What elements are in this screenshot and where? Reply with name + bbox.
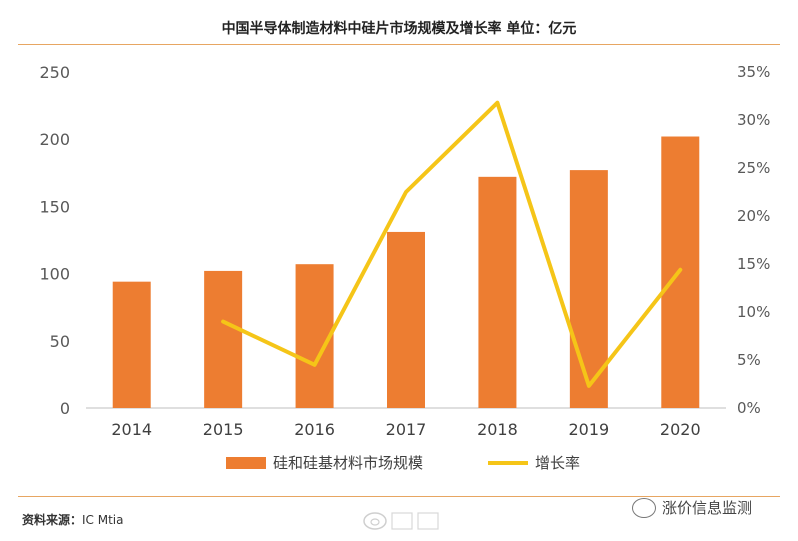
source-value: IC Mtia (82, 513, 124, 527)
left-axis: 0 50 100 150 200 250 (39, 63, 70, 418)
legend: 硅和硅基材料市场规模 增长率 (226, 454, 580, 472)
growth-rate-line (221, 100, 683, 388)
x-tick-label: 2018 (477, 420, 518, 439)
bar-2015 (204, 270, 243, 408)
right-tick-label: 10% (737, 303, 770, 321)
source-note: 资料来源：IC Mtia (22, 511, 124, 528)
right-tick-label: 35% (737, 63, 770, 81)
x-tick-label: 2014 (111, 420, 152, 439)
source-label: 资料来源： (22, 513, 83, 527)
x-tick-label: 2019 (568, 420, 609, 439)
legend-bar-swatch (226, 457, 266, 469)
right-axis: 0% 5% 10% 15% 20% 25% 30% 35% (737, 63, 770, 417)
bar-2018 (478, 176, 517, 408)
legend-line-label: 增长率 (535, 454, 580, 472)
right-tick-label: 5% (737, 351, 761, 369)
weibo-watermark-logo (363, 512, 439, 530)
x-tick-label: 2016 (294, 420, 335, 439)
right-tick-label: 20% (737, 207, 770, 225)
left-tick-label: 100 (39, 265, 70, 284)
left-tick-label: 150 (39, 197, 70, 216)
x-axis: 2014 2015 2016 2017 2018 2019 2020 (111, 420, 700, 439)
legend-bar-label: 硅和硅基材料市场规模 (273, 454, 423, 472)
wechat-icon (632, 497, 656, 518)
left-tick-label: 250 (39, 63, 70, 82)
bar-2019 (569, 170, 608, 408)
right-tick-label: 15% (737, 255, 770, 273)
bar-2017 (387, 231, 425, 408)
right-tick-label: 25% (737, 159, 770, 177)
title-divider (18, 44, 780, 45)
right-tick-label: 30% (737, 111, 770, 129)
bar-series (112, 136, 700, 408)
x-tick-label: 2020 (660, 420, 701, 439)
footer-divider (18, 496, 780, 497)
left-tick-label: 200 (39, 130, 70, 149)
wechat-watermark: 涨价信息监测 (632, 497, 752, 518)
x-tick-label: 2017 (386, 420, 427, 439)
chart-title: 中国半导体制造材料中硅片市场规模及增长率 单位：亿元 (221, 21, 577, 37)
left-tick-label: 0 (60, 399, 70, 418)
watermark-text: 涨价信息监测 (662, 499, 753, 517)
bar-2016 (295, 264, 334, 408)
left-tick-label: 50 (50, 332, 70, 351)
bar-2014 (112, 281, 151, 408)
right-tick-label: 0% (737, 399, 761, 417)
x-tick-label: 2015 (203, 420, 244, 439)
